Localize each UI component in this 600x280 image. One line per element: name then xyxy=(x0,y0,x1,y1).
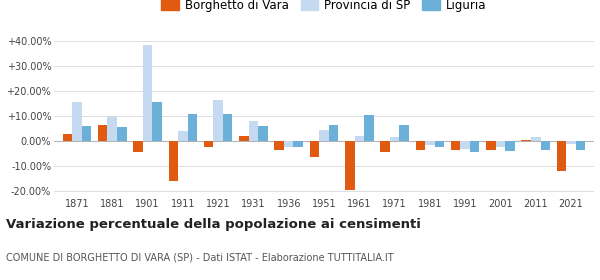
Bar xyxy=(248,121,258,141)
Bar xyxy=(329,125,338,141)
Bar xyxy=(143,45,152,141)
Bar xyxy=(72,102,82,141)
Bar xyxy=(204,141,214,147)
Bar xyxy=(557,141,566,171)
Bar xyxy=(82,126,91,141)
Text: Variazione percentuale della popolazione ai censimenti: Variazione percentuale della popolazione… xyxy=(6,218,421,231)
Bar xyxy=(98,125,107,141)
Bar xyxy=(531,137,541,141)
Bar xyxy=(496,141,505,147)
Bar xyxy=(400,125,409,141)
Bar xyxy=(310,141,319,157)
Bar xyxy=(169,141,178,181)
Bar xyxy=(390,137,400,141)
Bar xyxy=(460,141,470,148)
Bar xyxy=(345,141,355,190)
Bar xyxy=(319,130,329,141)
Bar xyxy=(239,136,248,141)
Bar xyxy=(188,114,197,141)
Bar xyxy=(364,115,374,141)
Bar xyxy=(223,114,232,141)
Bar xyxy=(293,141,303,147)
Bar xyxy=(380,141,390,152)
Bar xyxy=(434,141,444,147)
Bar xyxy=(486,141,496,150)
Bar xyxy=(566,141,576,144)
Bar xyxy=(355,136,364,141)
Legend: Borghetto di Vara, Provincia di SP, Liguria: Borghetto di Vara, Provincia di SP, Ligu… xyxy=(157,0,491,17)
Bar xyxy=(470,141,479,152)
Bar xyxy=(178,131,188,141)
Bar xyxy=(274,141,284,150)
Bar xyxy=(152,102,162,141)
Bar xyxy=(133,141,143,152)
Bar xyxy=(107,117,117,141)
Bar xyxy=(425,141,434,145)
Bar xyxy=(451,141,460,150)
Bar xyxy=(62,134,72,141)
Bar xyxy=(521,140,531,141)
Bar xyxy=(117,127,127,141)
Text: COMUNE DI BORGHETTO DI VARA (SP) - Dati ISTAT - Elaborazione TUTTITALIA.IT: COMUNE DI BORGHETTO DI VARA (SP) - Dati … xyxy=(6,252,394,262)
Bar xyxy=(576,141,586,150)
Bar xyxy=(541,141,550,150)
Bar xyxy=(416,141,425,150)
Bar xyxy=(214,100,223,141)
Bar xyxy=(505,141,515,151)
Bar xyxy=(258,126,268,141)
Bar xyxy=(284,141,293,147)
